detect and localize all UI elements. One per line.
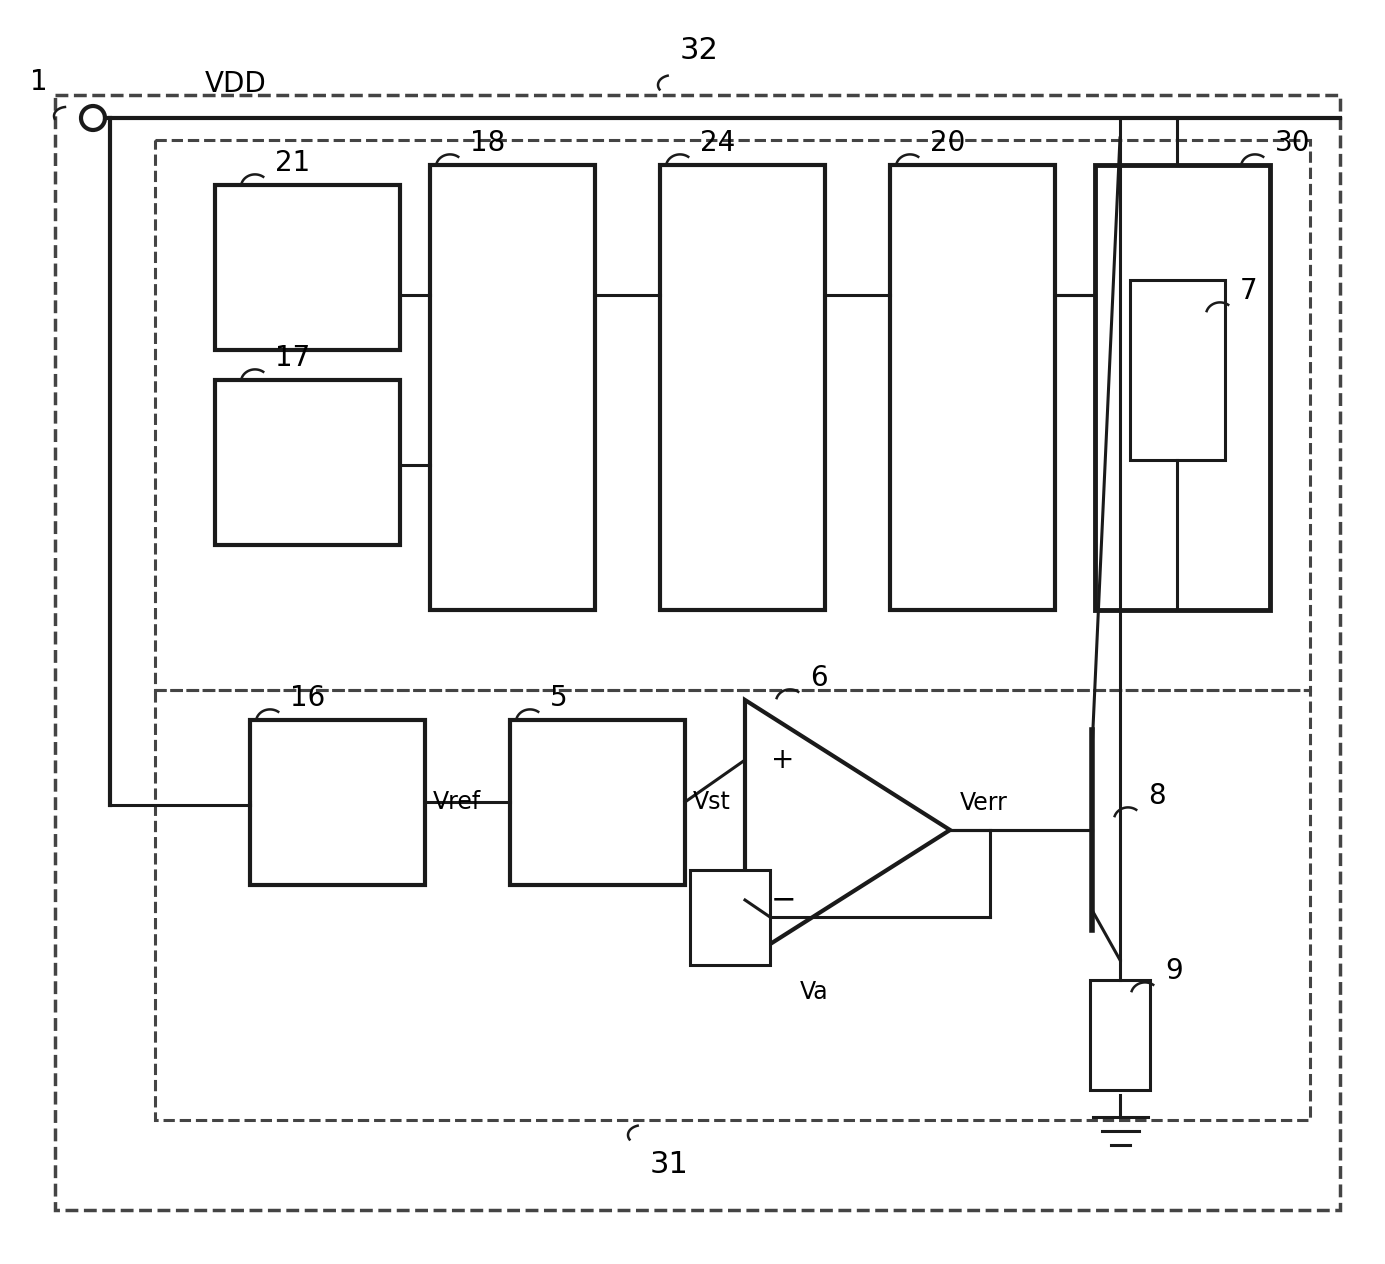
Text: 20: 20 (929, 129, 965, 157)
Text: 6: 6 (810, 664, 828, 691)
Bar (429, 166, 596, 611)
Bar (155, 140, 1310, 690)
Text: 8: 8 (1148, 782, 1166, 810)
Text: 30: 30 (1276, 129, 1310, 157)
Bar (251, 720, 425, 885)
Text: 18: 18 (470, 129, 506, 157)
Bar (891, 166, 1055, 611)
Bar (510, 720, 686, 885)
Text: 32: 32 (680, 35, 719, 64)
Text: 16: 16 (289, 684, 325, 712)
Text: 21: 21 (276, 149, 310, 177)
Bar (215, 185, 400, 350)
Text: 24: 24 (699, 129, 735, 157)
Text: Vref: Vref (434, 790, 481, 814)
Text: Va: Va (801, 980, 828, 1004)
Text: 1: 1 (30, 68, 47, 96)
Text: 7: 7 (1240, 277, 1258, 305)
Text: +: + (771, 746, 795, 774)
Bar (1096, 166, 1270, 611)
Text: 31: 31 (650, 1150, 688, 1179)
Bar (215, 380, 400, 545)
Bar (661, 166, 825, 611)
Bar (155, 690, 1310, 1120)
Text: Verr: Verr (960, 791, 1008, 815)
Bar (1090, 980, 1150, 1090)
Text: 17: 17 (276, 344, 310, 372)
Bar (55, 95, 1341, 1210)
Bar (1130, 281, 1224, 460)
Text: VDD: VDD (205, 70, 267, 99)
Bar (690, 870, 770, 964)
Text: −: − (770, 886, 796, 914)
Text: 5: 5 (550, 684, 568, 712)
Text: 9: 9 (1165, 957, 1183, 985)
Text: Vst: Vst (692, 790, 731, 814)
